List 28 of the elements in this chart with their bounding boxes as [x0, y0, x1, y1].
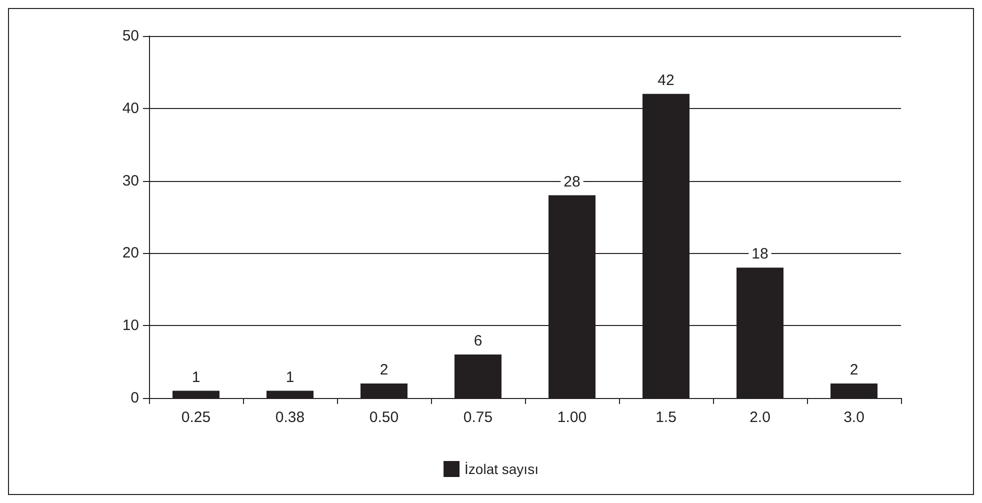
x-tick-label: 3.0	[844, 409, 864, 426]
data-label: 2	[380, 362, 388, 379]
data-label: 28	[564, 173, 580, 190]
bar	[830, 384, 878, 398]
y-tick-label: 20	[122, 244, 139, 262]
data-label: 1	[192, 368, 200, 386]
x-tick-label: 0.38	[275, 409, 305, 426]
data-label: 1	[286, 368, 294, 386]
data-label: 18	[752, 246, 768, 263]
data-label: 42	[658, 72, 674, 89]
x-tick-label: 1.00	[557, 409, 587, 426]
data-label: 6	[474, 332, 482, 350]
y-tick-label: 30	[122, 172, 139, 190]
y-tick-label: 0	[130, 390, 139, 406]
x-tick-label: 2.0	[750, 409, 770, 426]
legend-label: İzolat sayısı	[464, 461, 538, 477]
x-tick-label: 1.5	[656, 409, 676, 426]
bar	[266, 390, 314, 398]
x-tick-label: 0.50	[369, 409, 399, 426]
data-label: 2	[850, 362, 858, 379]
bar	[454, 354, 502, 398]
y-tick-label: 50	[122, 28, 139, 44]
y-tick-label: 40	[122, 100, 139, 117]
x-tick-label: 0.75	[463, 409, 493, 426]
bar	[360, 384, 408, 398]
x-tick-label: 0.25	[181, 409, 211, 426]
y-tick-label: 10	[122, 317, 139, 334]
bar	[172, 390, 220, 398]
